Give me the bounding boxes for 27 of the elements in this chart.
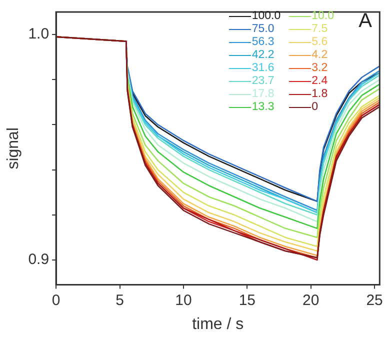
x-axis-title: time / s xyxy=(192,316,244,333)
x-tick-label: 5 xyxy=(116,292,124,309)
x-tick-label: 15 xyxy=(238,292,256,309)
legend-label: 17.8 xyxy=(252,88,274,101)
legend-label: 7.5 xyxy=(312,23,328,36)
legend-label: 0 xyxy=(312,101,318,114)
annotation: A xyxy=(358,10,372,33)
x-tick-label: 10 xyxy=(175,292,192,309)
y-tick-label: 0.9 xyxy=(28,251,50,268)
x-tick-label: 0 xyxy=(52,292,60,309)
legend-label: 10.0 xyxy=(312,10,334,23)
legend-label: 13.3 xyxy=(252,101,274,114)
legend-label: 42.2 xyxy=(252,49,274,62)
legend-label: 75.0 xyxy=(252,23,274,36)
legend-label: 5.6 xyxy=(312,36,328,49)
x-tick-label: 25 xyxy=(366,292,383,309)
legend-label: 2.4 xyxy=(312,75,328,88)
y-axis-title: signal xyxy=(5,127,22,170)
legend-label: 4.2 xyxy=(312,49,328,62)
legend-label: 31.6 xyxy=(252,62,274,75)
y-tick-label: 1.0 xyxy=(28,26,50,43)
legend-label: 3.2 xyxy=(312,62,328,75)
legend-label: 1.8 xyxy=(312,88,328,101)
legend-label: 23.7 xyxy=(252,75,274,88)
legend-label: 100.0 xyxy=(252,10,281,23)
x-tick-label: 20 xyxy=(302,292,320,309)
legend-label: 56.3 xyxy=(252,36,274,49)
